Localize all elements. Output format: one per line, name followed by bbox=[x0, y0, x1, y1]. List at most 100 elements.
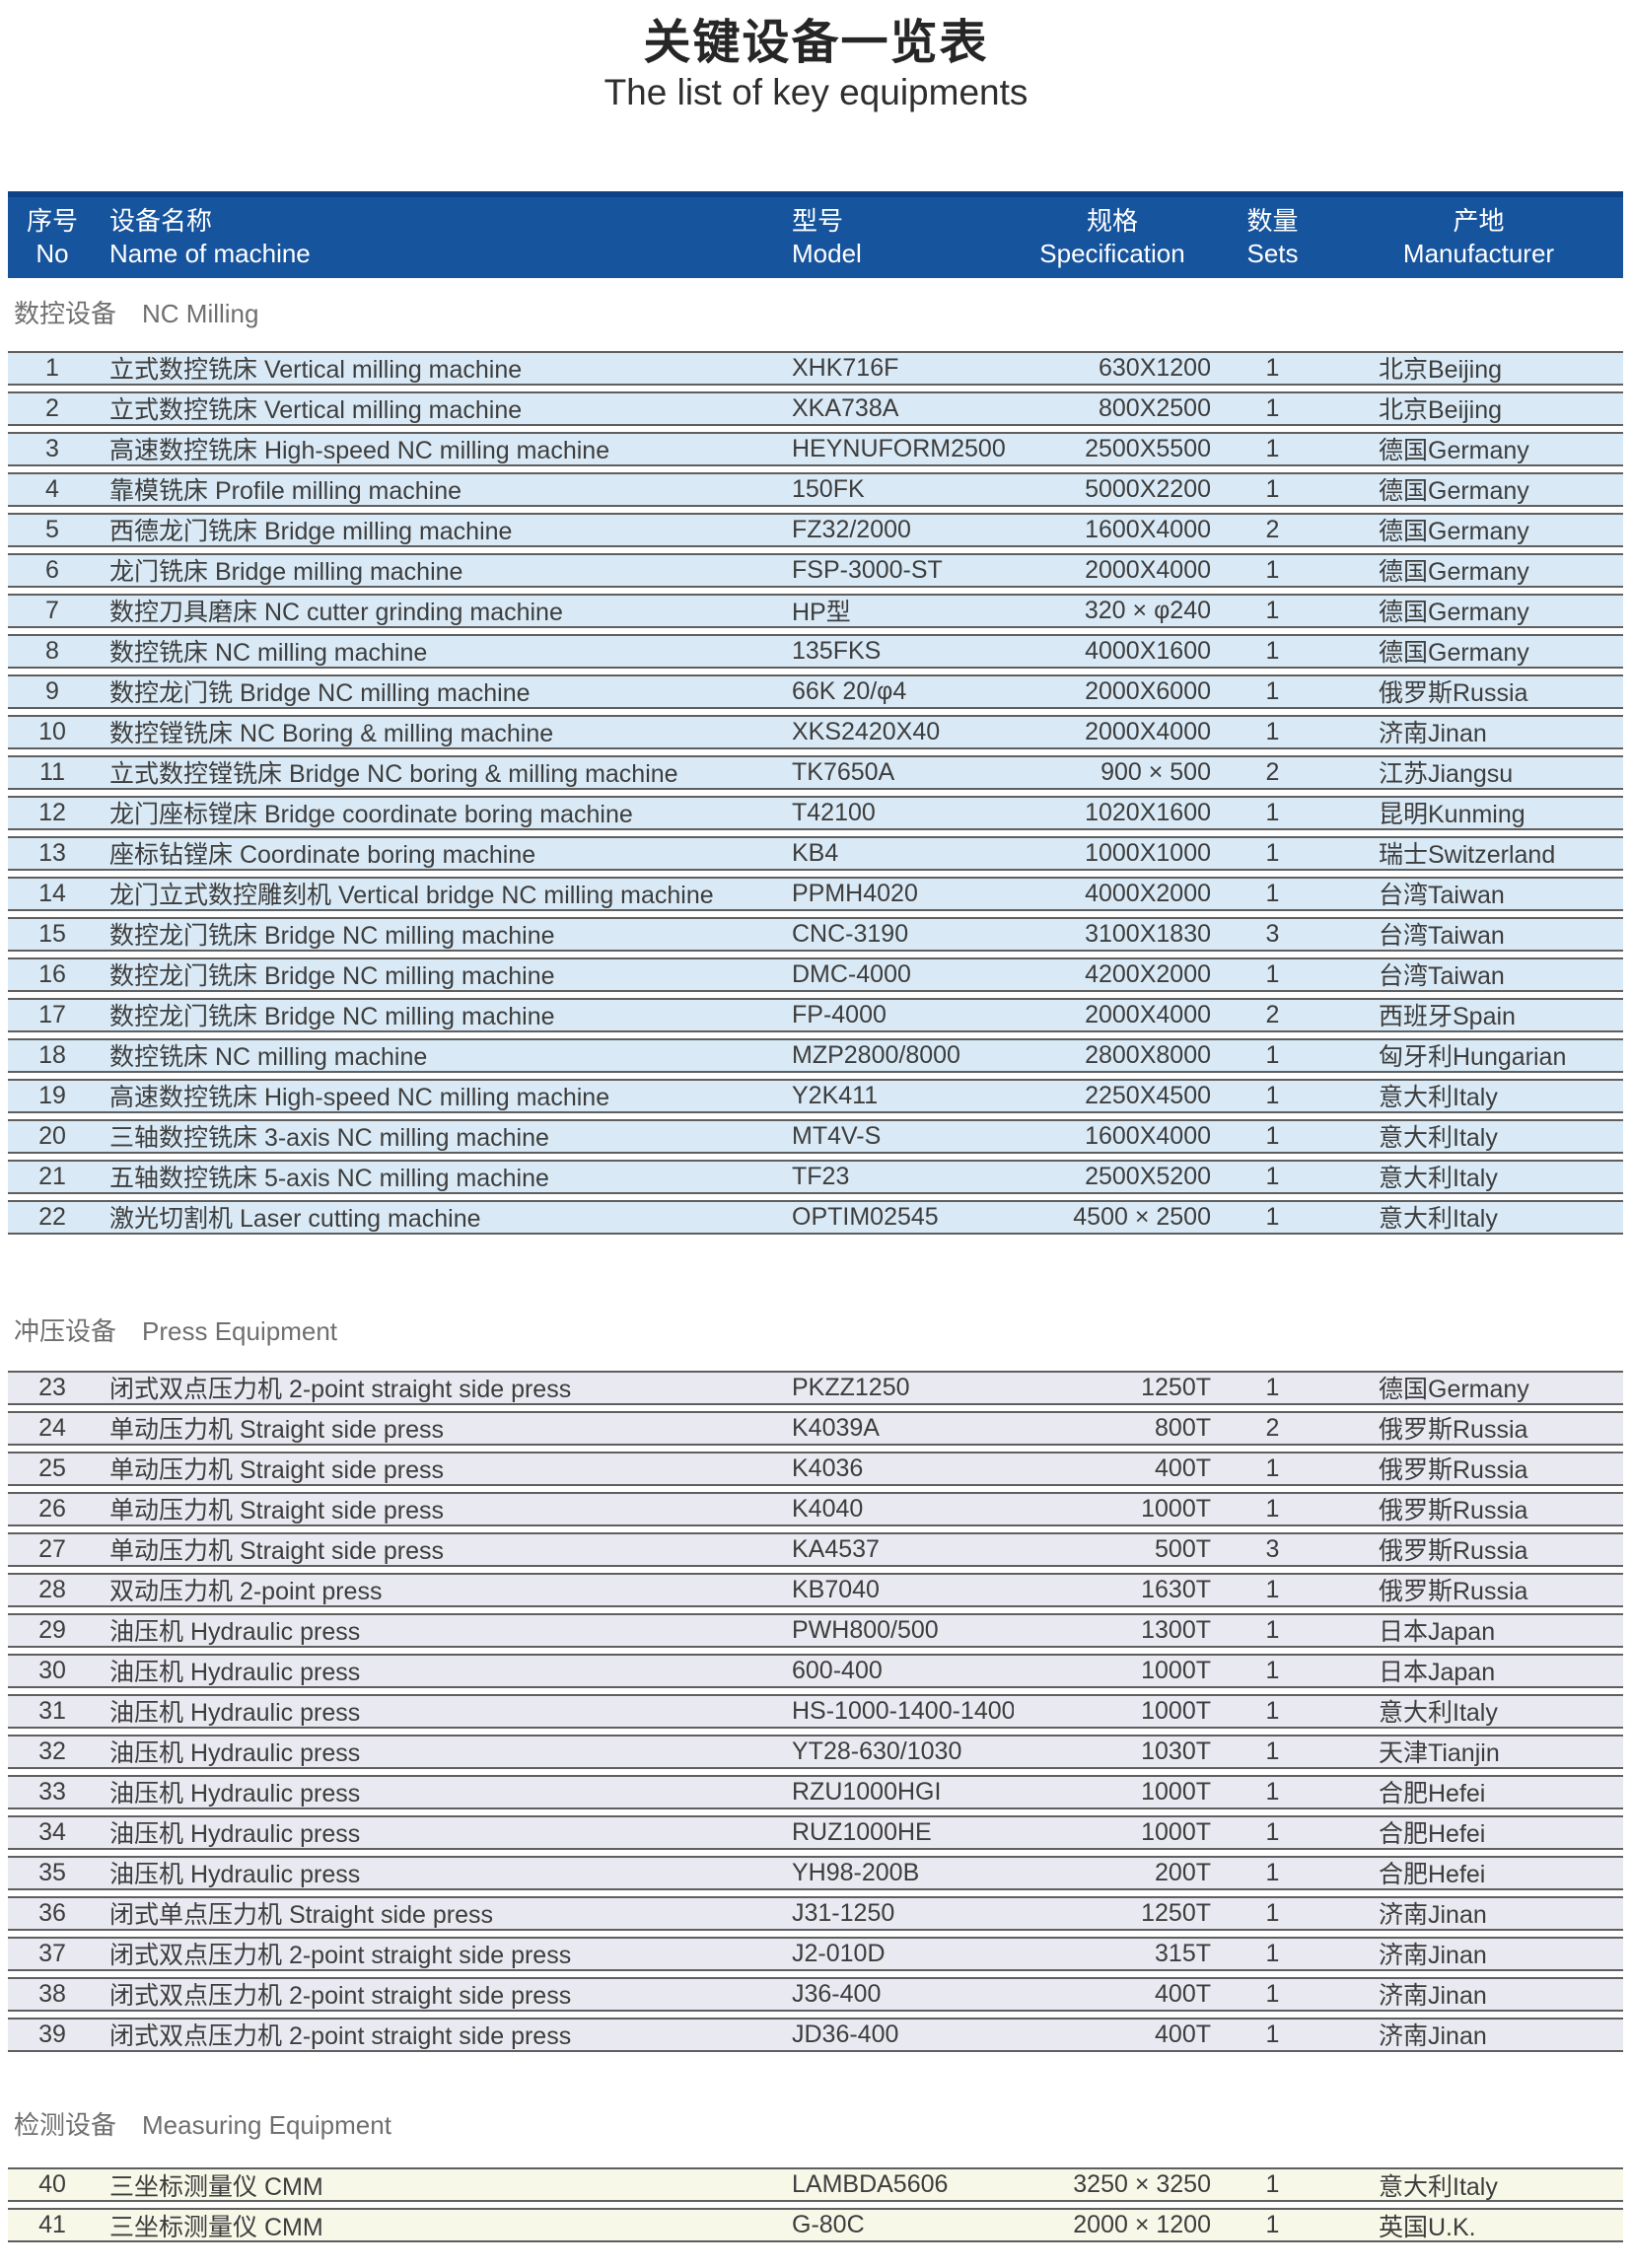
page-title-en: The list of key equipments bbox=[603, 72, 1029, 113]
cell-specification: 1250T bbox=[1141, 1373, 1211, 1401]
cell-name: 单动压力机 Straight side press bbox=[109, 1456, 444, 1485]
cell-model: J2-010D bbox=[792, 1939, 886, 1967]
table-row: 1 立式数控铣床 Vertical milling machine XHK716… bbox=[8, 350, 1623, 386]
cell-manufacturer: 济南Jinan bbox=[1379, 1901, 1487, 1930]
cell-model: FZ32/2000 bbox=[792, 515, 911, 543]
cell-sets: 1 bbox=[1265, 838, 1280, 867]
table-row: 25 单动压力机 Straight side press K4036 400T … bbox=[8, 1451, 1623, 1486]
cell-specification: 400T bbox=[1155, 1979, 1211, 2008]
cell-name: 油压机 Hydraulic press bbox=[109, 1659, 361, 1687]
table-row: 11 立式数控镗铣床 Bridge NC boring & milling ma… bbox=[8, 754, 1623, 790]
cell-no: 17 bbox=[38, 1000, 66, 1028]
cell-name: 龙门铣床 Bridge milling machine bbox=[109, 558, 463, 587]
cell-name: 高速数控铣床 High-speed NC milling machine bbox=[109, 1084, 610, 1112]
table-row: 4 靠模铣床 Profile milling machine 150FK 500… bbox=[8, 471, 1623, 507]
section-label-en: NC Milling bbox=[142, 298, 259, 328]
table-row: 21 五轴数控铣床 5-axis NC milling machine TF23… bbox=[8, 1159, 1623, 1194]
cell-name: 靠模铣床 Profile milling machine bbox=[109, 477, 462, 506]
cell-no: 2 bbox=[45, 393, 59, 422]
cell-no: 12 bbox=[38, 798, 66, 826]
cell-no: 6 bbox=[45, 555, 59, 584]
cell-specification: 1000T bbox=[1141, 1494, 1211, 1523]
cell-sets: 1 bbox=[1265, 1373, 1280, 1401]
cell-no: 27 bbox=[38, 1534, 66, 1563]
column-header-spec-zh: 规格 bbox=[1086, 206, 1138, 237]
cell-name: 高速数控铣床 High-speed NC milling machine bbox=[109, 437, 610, 465]
cell-model: 600-400 bbox=[792, 1656, 883, 1684]
cell-specification: 1600X4000 bbox=[1085, 515, 1211, 543]
cell-sets: 1 bbox=[1265, 636, 1280, 665]
cell-sets: 1 bbox=[1265, 1121, 1280, 1150]
column-header-sets-zh: 数量 bbox=[1246, 206, 1299, 237]
cell-model: KB7040 bbox=[792, 1575, 880, 1603]
cell-model: XKS2420X40 bbox=[792, 717, 941, 745]
cell-name: 数控铣床 NC milling machine bbox=[109, 1043, 428, 1072]
equipment-section: 冲压设备 Press Equipment 23 闭式双点压力机 2-point s… bbox=[0, 1315, 1632, 2052]
column-header-name-zh: 设备名称 bbox=[109, 206, 213, 237]
cell-no: 35 bbox=[38, 1858, 66, 1886]
cell-sets: 1 bbox=[1265, 1162, 1280, 1190]
cell-specification: 1250T bbox=[1141, 1898, 1211, 1927]
cell-sets: 1 bbox=[1265, 596, 1280, 624]
cell-manufacturer: 意大利Italy bbox=[1379, 2172, 1498, 2201]
cell-manufacturer: 济南Jinan bbox=[1379, 720, 1487, 748]
cell-no: 10 bbox=[38, 717, 66, 745]
cell-manufacturer: 合肥Hefei bbox=[1379, 1780, 1486, 1808]
cell-name: 龙门座标镗床 Bridge coordinate boring machine bbox=[109, 801, 633, 829]
cell-no: 4 bbox=[45, 474, 59, 503]
cell-no: 33 bbox=[38, 1777, 66, 1806]
table-row: 40 三坐标测量仪 CMM LAMBDA5606 3250 × 3250 1 意… bbox=[8, 2167, 1623, 2203]
cell-name: 五轴数控铣床 5-axis NC milling machine bbox=[109, 1165, 549, 1193]
cell-model: RUZ1000HE bbox=[792, 1817, 932, 1846]
cell-manufacturer: 俄罗斯Russia bbox=[1379, 1416, 1528, 1445]
table-row: 32 油压机 Hydraulic press YT28-630/1030 103… bbox=[8, 1734, 1623, 1769]
table-row: 27 单动压力机 Straight side press KA4537 500T… bbox=[8, 1531, 1623, 1567]
table-row: 35 油压机 Hydraulic press YH98-200B 200T 1 … bbox=[8, 1855, 1623, 1890]
cell-sets: 1 bbox=[1265, 1494, 1280, 1523]
cell-specification: 2500X5200 bbox=[1085, 1162, 1211, 1190]
cell-sets: 1 bbox=[1265, 798, 1280, 826]
cell-model: G-80C bbox=[792, 2211, 865, 2239]
cell-sets: 1 bbox=[1265, 1858, 1280, 1886]
cell-name: 油压机 Hydraulic press bbox=[109, 1780, 361, 1808]
cell-sets: 1 bbox=[1265, 353, 1280, 382]
cell-specification: 2000X4000 bbox=[1085, 1000, 1211, 1028]
cell-model: YH98-200B bbox=[792, 1858, 920, 1886]
cell-specification: 4000X2000 bbox=[1085, 879, 1211, 907]
table-row: 28 双动压力机 2-point press KB7040 1630T 1 俄罗… bbox=[8, 1572, 1623, 1607]
column-header-spec-en: Specification bbox=[1039, 238, 1185, 268]
table-row: 39 闭式双点压力机 2-point straight side press J… bbox=[8, 2017, 1623, 2052]
cell-model: HP型 bbox=[792, 599, 851, 627]
cell-sets: 2 bbox=[1265, 515, 1280, 543]
table-row: 14 龙门立式数控雕刻机 Vertical bridge NC milling … bbox=[8, 876, 1623, 911]
cell-name: 双动压力机 2-point press bbox=[109, 1578, 383, 1606]
section-label-zh: 数控设备 bbox=[14, 298, 117, 328]
cell-manufacturer: 匈牙利Hungarian bbox=[1379, 1043, 1567, 1072]
cell-model: TK7650A bbox=[792, 757, 895, 786]
cell-specification: 4500 × 2500 bbox=[1073, 1202, 1211, 1231]
cell-model: JD36-400 bbox=[792, 2020, 899, 2048]
cell-name: 单动压力机 Straight side press bbox=[109, 1537, 444, 1566]
cell-name: 龙门立式数控雕刻机 Vertical bridge NC milling mac… bbox=[109, 882, 714, 910]
cell-sets: 1 bbox=[1265, 2020, 1280, 2048]
cell-model: K4036 bbox=[792, 1453, 864, 1482]
cell-sets: 1 bbox=[1265, 1575, 1280, 1603]
cell-model: PWH800/500 bbox=[792, 1615, 939, 1644]
table-row: 17 数控龙门铣床 Bridge NC milling machine FP-4… bbox=[8, 997, 1623, 1032]
cell-specification: 2000X6000 bbox=[1085, 676, 1211, 705]
cell-no: 41 bbox=[38, 2211, 66, 2239]
cell-manufacturer: 北京Beijing bbox=[1379, 356, 1503, 385]
cell-manufacturer: 俄罗斯Russia bbox=[1379, 1537, 1528, 1566]
column-header-no-en: No bbox=[35, 238, 69, 268]
cell-manufacturer: 意大利Italy bbox=[1379, 1124, 1498, 1153]
cell-sets: 1 bbox=[1265, 1979, 1280, 2008]
cell-sets: 1 bbox=[1265, 1898, 1280, 1927]
cell-manufacturer: 德国Germany bbox=[1379, 599, 1529, 627]
column-header-specification: 规格 Specification bbox=[1014, 205, 1211, 269]
cell-name: 数控刀具磨床 NC cutter grinding machine bbox=[109, 599, 563, 627]
table-row: 15 数控龙门铣床 Bridge NC milling machine CNC-… bbox=[8, 916, 1623, 952]
table-row: 2 立式数控铣床 Vertical milling machine XKA738… bbox=[8, 390, 1623, 426]
table-row: 16 数控龙门铣床 Bridge NC milling machine DMC-… bbox=[8, 957, 1623, 992]
cell-model: OPTIM02545 bbox=[792, 1202, 939, 1231]
section-label-en: Press Equipment bbox=[142, 1315, 337, 1346]
